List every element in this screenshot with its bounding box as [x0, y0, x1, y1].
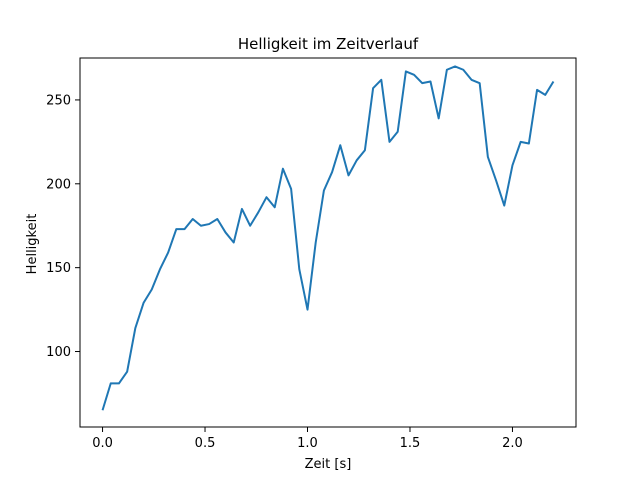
x-tick-label: 1.5 — [400, 436, 421, 451]
x-tick-label: 0.0 — [92, 436, 113, 451]
y-axis-ticks: 100 150 200 250 — [46, 93, 80, 360]
axes-frame — [79, 57, 577, 428]
x-tick-label: 2.0 — [502, 436, 523, 451]
plot-area — [101, 65, 555, 411]
y-tick-label: 150 — [46, 261, 71, 276]
x-axis-ticks: 0.0 0.5 1.0 1.5 2.0 — [92, 427, 523, 451]
y-tick-label: 200 — [46, 177, 71, 192]
series-line-0 — [101, 65, 555, 411]
y-tick-label: 250 — [46, 93, 71, 108]
x-tick-label: 1.0 — [297, 436, 318, 451]
chart-title: Helligkeit im Zeitverlauf — [238, 35, 419, 53]
y-axis-label: Helligkeit — [25, 214, 40, 275]
y-tick-label: 100 — [46, 345, 71, 360]
x-tick-label: 0.5 — [195, 436, 216, 451]
x-axis-label: Zeit [s] — [305, 457, 352, 472]
